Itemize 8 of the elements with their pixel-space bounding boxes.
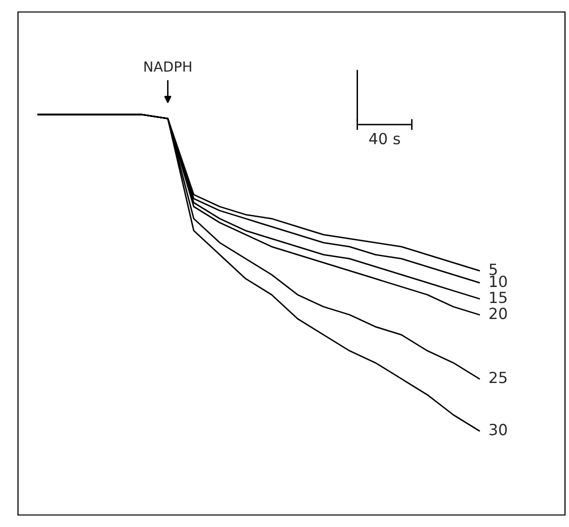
series-label: 20 — [490, 308, 507, 320]
series-label: 25 — [490, 372, 507, 384]
series-label: 5 — [490, 264, 497, 276]
text: NADPH — [144, 61, 192, 72]
series-label: 15 — [490, 292, 507, 304]
series-label: 10 — [490, 276, 507, 288]
annotation: 40 s — [369, 132, 400, 144]
series-label: 30 — [490, 424, 507, 436]
